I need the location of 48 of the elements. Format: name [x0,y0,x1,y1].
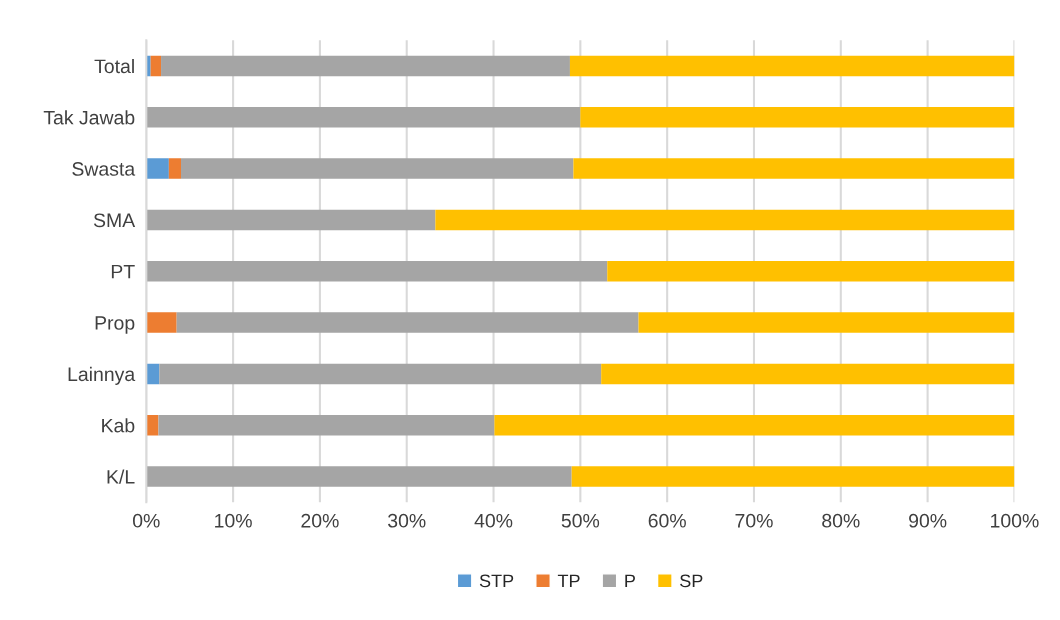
bar [158,414,495,436]
x-tick-label: 90% [909,513,947,528]
bar [150,55,162,77]
x-tick-label: 70% [735,513,773,528]
x-tick-label: 0% [132,513,160,528]
bar [146,55,151,77]
bar [161,55,570,77]
bar [146,260,608,282]
x-tick-label: 80% [822,513,860,528]
legend-label: SP [680,574,703,588]
bar [607,260,1015,282]
y-tick-label: PT [111,264,135,279]
bar [146,312,177,333]
bar [146,158,169,179]
y-tick-label: Swasta [72,162,136,176]
bar [146,107,581,128]
bar [601,363,1015,385]
bar [435,209,1015,231]
x-tick-label: 30% [388,513,426,528]
bar [580,107,1015,128]
bar [146,363,160,385]
y-tick-label: Tak Jawab [43,110,135,125]
bar [573,158,1015,179]
x-tick-label: 50% [561,513,600,528]
y-tick-label: Prop [95,316,135,334]
bar [571,466,1015,487]
x-tick-label: 40% [474,513,513,528]
bar [159,363,602,385]
bar [176,312,639,333]
legend-label: P [625,574,635,588]
x-tick-label: 10% [215,513,252,528]
x-tick-label: 20% [301,513,339,528]
legend-label: STP [479,574,514,588]
bar [569,55,1015,77]
bar [638,312,1015,333]
bar [181,158,574,179]
bar [146,209,436,231]
x-tick-label: 60% [648,513,686,528]
x-tick-label: 100% [991,513,1039,528]
bar [146,466,572,487]
y-tick-label: Lainnya [68,366,136,385]
y-tick-label: K/L [107,469,135,484]
legend-label: TP [557,574,580,588]
y-tick-label: SMA [93,213,136,228]
bar [494,414,1015,436]
y-tick-label: Total [94,58,134,74]
bar [168,158,182,179]
y-tick-label: Kab [102,418,135,433]
